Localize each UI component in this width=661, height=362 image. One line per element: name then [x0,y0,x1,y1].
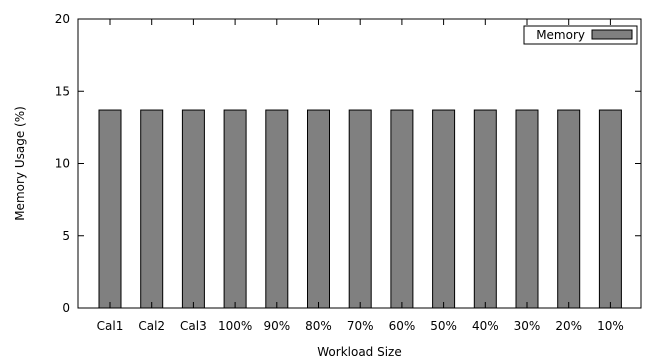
bar [557,109,581,309]
x-tick-label: 70% [347,319,374,333]
plot-frame [77,18,642,309]
y-tick-label: 15 [55,84,70,98]
bar [307,109,330,309]
bar [98,109,122,309]
x-tick-label: 100% [218,319,252,333]
bar [348,109,372,309]
y-tick-label: 20 [55,12,70,26]
x-tick-label: 60% [389,319,416,333]
legend-label-memory: Memory [536,28,585,42]
bar [598,109,622,309]
y-tick-label: 10 [55,157,70,171]
bar [515,109,539,309]
bar [181,109,205,309]
x-ticks-group: Cal1 Cal2 Cal3 100% 90% 80% 70% 60% 50% 40% 30% 20%… [97,19,624,333]
x-tick-label: 40% [472,319,499,333]
bar [223,109,247,309]
bar [432,109,456,309]
y-tick-label: 5 [62,229,70,243]
x-tick-label: Cal3 [180,319,207,333]
x-axis-label: Workload Size [317,345,401,359]
x-tick-label: 50% [430,319,457,333]
y-tick-label: 0 [62,301,70,315]
bar [473,109,497,309]
x-tick-label: Cal2 [138,319,165,333]
x-tick-label: 30% [514,319,541,333]
x-tick-label: 10% [597,319,624,333]
y-axis-label: Memory Usage (%) [13,106,27,221]
bars-group [98,109,622,309]
legend: Memory [523,25,638,45]
x-tick-label: 80% [305,319,332,333]
bar [140,109,164,309]
bar [390,109,414,309]
x-tick-label: Cal1 [97,319,124,333]
x-tick-label: 20% [555,319,582,333]
bar [265,109,289,309]
x-tick-label: 90% [263,319,290,333]
legend-swatch-memory [591,29,633,40]
